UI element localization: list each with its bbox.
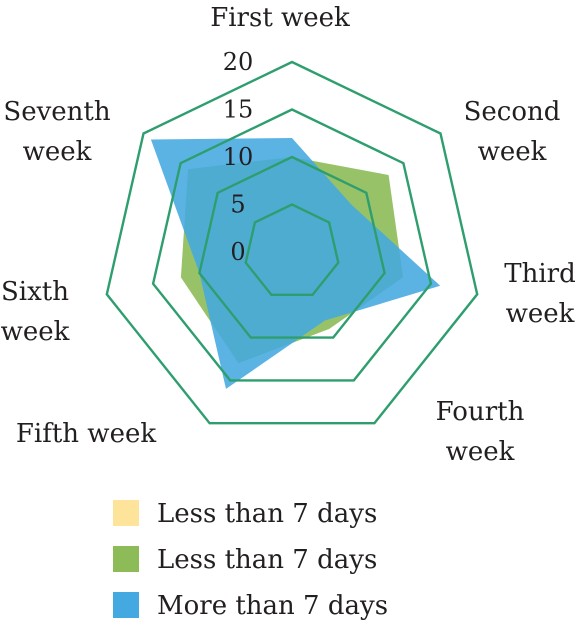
axis-label-line: First week [210, 3, 350, 33]
legend-label-1: Less than 7 days [157, 499, 377, 529]
axis-label-1: First week [210, 3, 350, 33]
tick-label-0: 0 [230, 238, 245, 266]
axis-label-line: week [506, 299, 575, 329]
axis-label-line: week [446, 437, 515, 467]
axis-label-line: week [478, 137, 547, 167]
legend-label-2: Less than 7 days [157, 545, 377, 575]
axis-label-line: Third [504, 259, 575, 289]
axis-label-line: week [1, 317, 70, 347]
series-area-3 [150, 138, 441, 389]
grid-layer [105, 60, 479, 425]
axis-label-4: Fourth week [436, 397, 525, 467]
axis-label-line: Sixth [1, 277, 69, 307]
legend-label-3: More than 7 days [157, 591, 388, 620]
tick-label-5: 5 [230, 191, 245, 219]
tick-label-15: 15 [223, 96, 254, 124]
axis-label-line: Fourth [436, 397, 525, 427]
axis-label-line: week [23, 137, 92, 167]
tick-label-10: 10 [223, 143, 254, 171]
legend-swatch-2 [113, 546, 139, 572]
axis-label-line: Second [464, 97, 561, 127]
grid-ring-20 [105, 60, 479, 425]
axis-label-line: Seventh [3, 97, 110, 127]
axis-label-2: Second week [464, 97, 561, 167]
tick-label-20: 20 [223, 48, 254, 76]
axis-label-7: Seventh week [3, 97, 110, 167]
axis-label-line: Fifth week [16, 419, 156, 449]
series-layer [150, 138, 441, 389]
legend: Less than 7 days Less than 7 days More tha… [113, 499, 388, 620]
axis-label-3: Third week [504, 259, 575, 329]
grid-ring-10 [198, 155, 386, 339]
grid-ring-15 [151, 108, 433, 382]
grid-ring-5 [244, 203, 340, 296]
tick-labels: 0 5 10 15 20 [223, 48, 254, 266]
legend-swatch-1 [113, 500, 139, 526]
axis-label-5: Fifth week [16, 419, 156, 449]
legend-swatch-3 [113, 592, 139, 618]
axis-label-6: Sixth week [1, 277, 70, 347]
